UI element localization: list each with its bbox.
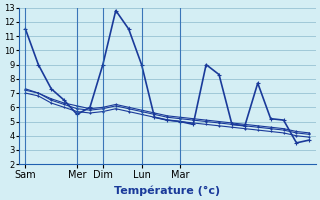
X-axis label: Température (°c): Température (°c) (114, 185, 220, 196)
